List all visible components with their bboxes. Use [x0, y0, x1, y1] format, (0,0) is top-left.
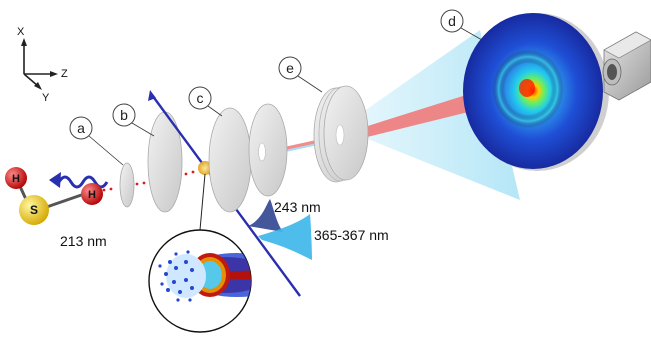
wavelength-photolysis-label: 213 nm [60, 233, 107, 249]
hydrogen-atom-1 [5, 167, 27, 189]
axis-x-label: X [17, 26, 25, 38]
photolysis-photon-wave [57, 175, 109, 189]
detector-d [463, 13, 609, 171]
svg-text:b: b [120, 107, 128, 123]
callout-b: b [112, 103, 155, 137]
sulfur-atom [19, 195, 49, 225]
wavelength-probe-243-label: 243 nm [274, 199, 321, 215]
velocity-map-inset [148, 229, 252, 333]
skimmer-plate-a [119, 162, 135, 208]
svg-text:H: H [12, 173, 20, 185]
probe-pulse-243 [248, 199, 283, 232]
svg-text:d: d [448, 13, 456, 29]
svg-text:a: a [77, 120, 85, 136]
h2s-molecule: H S H [5, 167, 103, 225]
svg-text:H: H [88, 189, 96, 201]
svg-text:S: S [30, 203, 38, 217]
probe-pulse-365 [258, 214, 312, 260]
ion-optics-plate [248, 103, 288, 197]
callout-d: d [440, 9, 483, 41]
svg-text:e: e [286, 60, 294, 76]
wavelength-probe-365-label: 365-367 nm [314, 227, 389, 243]
svg-text:c: c [197, 90, 204, 106]
interaction-point [198, 161, 212, 175]
callout-a: a [69, 116, 124, 166]
hydrogen-atom-2 [81, 183, 103, 205]
axis-z-label: Z [61, 68, 68, 80]
camera-icon [602, 31, 651, 101]
axes-icon: X Z Y [17, 26, 68, 104]
axis-y-label: Y [42, 92, 50, 104]
callout-e: e [278, 56, 323, 93]
repeller-plate-c [208, 107, 252, 213]
callout-c: c [188, 86, 223, 117]
